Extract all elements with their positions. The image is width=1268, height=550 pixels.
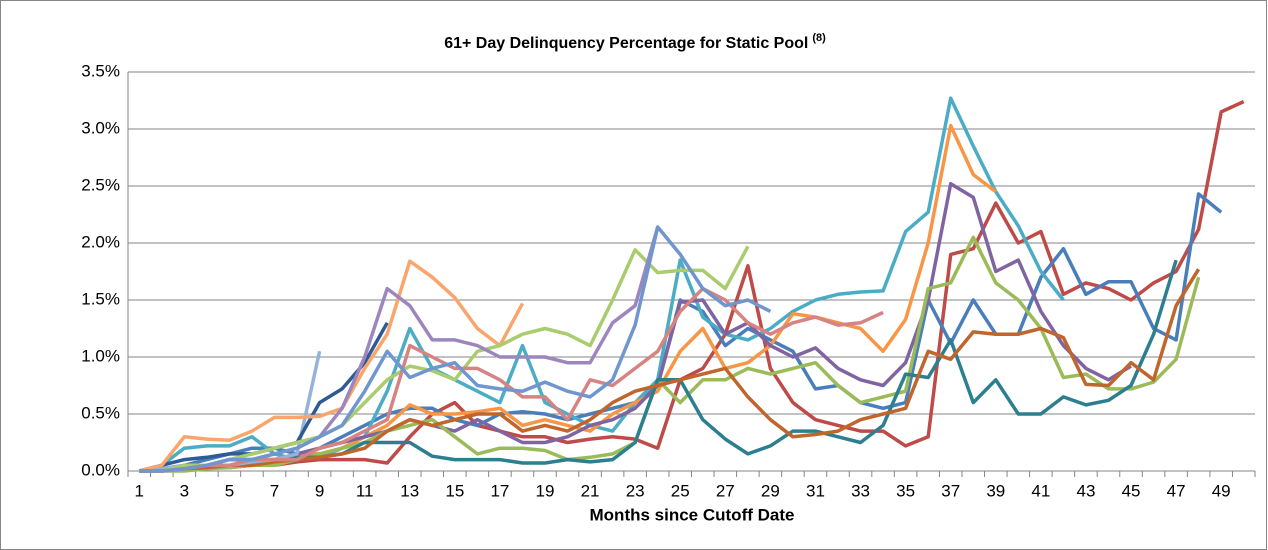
x-tick-label: 35 [896,481,915,500]
y-tick-label: 3.5% [81,61,120,80]
chart-title: 61+ Day Delinquency Percentage for Stati… [444,32,826,52]
series-line [139,100,1245,473]
x-axis-title: Months since Cutoff Date [590,505,795,524]
x-tick-label: 23 [626,481,645,500]
x-tick-label: 37 [941,481,960,500]
x-tick-label: 25 [671,481,690,500]
title-note: (8) [812,32,826,44]
x-tick-label: 17 [490,481,509,500]
x-tick-label: 47 [1167,481,1186,500]
x-tick-label: 11 [356,481,374,500]
series-line [139,235,1201,473]
x-tick-label: 43 [1076,481,1095,500]
series-line [139,268,1201,473]
x-tick-label: 13 [400,481,419,500]
x-tick-label: 41 [1031,481,1050,500]
y-tick-label: 0.5% [81,403,120,422]
x-tick-label: 9 [315,481,324,500]
x-tick-label: 15 [445,481,464,500]
series-line [139,181,1132,473]
y-tick-label: 2.5% [81,175,120,194]
x-tick-label: 5 [225,481,234,500]
x-tick-label: 49 [1212,481,1231,500]
title-text: 61+ Day Delinquency Percentage for Stati… [444,35,808,52]
x-tick-label: 27 [716,481,735,500]
x-tick-label: 19 [536,481,555,500]
x-tick-label: 21 [581,481,600,500]
x-tick-label: 39 [986,481,1005,500]
x-tick-label: 29 [761,481,780,500]
series-line [139,225,772,473]
x-tick-label: 1 [135,481,144,500]
x-tick-label: 3 [180,481,189,500]
y-tick-label: 0.0% [81,460,120,479]
x-tick-label: 31 [806,481,825,500]
y-tick-label: 1.5% [81,289,120,308]
x-tick-label: 45 [1122,481,1141,500]
x-tick-label: 7 [270,481,279,500]
x-tick-label: 33 [851,481,870,500]
y-tick-label: 2.0% [81,232,120,251]
y-tick-label: 1.0% [81,346,120,365]
series-line [138,259,525,473]
y-tick-label: 3.0% [81,118,120,137]
